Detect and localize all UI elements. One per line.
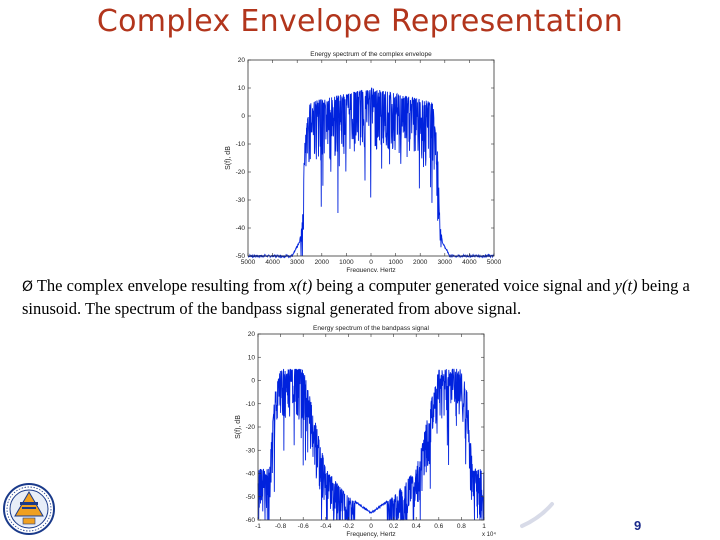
y-tick-label: -20 (236, 169, 246, 176)
y-tick-label: 10 (238, 85, 246, 92)
x-tick-label: -0.8 (275, 523, 287, 530)
x-tick-label: -0.4 (320, 523, 332, 530)
y-tick-label: 20 (238, 57, 246, 64)
x-tick-label: 1 (482, 523, 486, 530)
y-tick-label: 20 (248, 331, 256, 338)
x-tick-label: 0.4 (412, 523, 421, 530)
x-tick-label: 0.2 (389, 523, 398, 530)
caption-y-of-t: y(t) (614, 276, 638, 295)
bullet-arrow-icon: Ø (22, 279, 34, 295)
x-tick-label: 3000 (438, 259, 453, 266)
x-tick-label: 3000 (290, 259, 305, 266)
x-tick-label: 1000 (388, 259, 403, 266)
x-tick-label: 4000 (462, 259, 477, 266)
bandpass-spectrum-chart: Energy spectrum of the bandpass signal 20… (235, 325, 496, 538)
caption-text-3: being a sinusoid. The spectrum of the ba… (22, 276, 690, 318)
x-tick-label: -1 (255, 523, 261, 530)
spectrum-series-line (257, 368, 485, 521)
y-axis-label: S(f), dB (225, 146, 232, 170)
plot-frame (257, 333, 485, 521)
x-axis-label: Frequency, Hertz (346, 267, 395, 272)
caption-text-2: being a computer generated voice signal … (312, 276, 615, 295)
y-tick-label: 0 (241, 113, 245, 120)
slide-title: Complex Envelope Representation (96, 4, 624, 39)
y-tick-label: 10 (248, 354, 256, 361)
x-tick-label: 0 (369, 259, 373, 266)
chart-title: Energy spectrum of the complex envelope (310, 51, 432, 58)
decorative-swoosh (520, 502, 554, 528)
y-tick-label: -60 (246, 517, 256, 524)
y-tick-label: -50 (246, 494, 256, 501)
university-seal-logo (3, 483, 55, 535)
y-tick-label: -20 (246, 424, 256, 431)
x-tick-label: 0.8 (457, 523, 466, 530)
caption-text-1: The complex envelope resulting from (33, 276, 290, 295)
caption-x-of-t: x(t) (289, 276, 313, 295)
y-tick-label: -10 (246, 401, 256, 408)
y-tick-label: -40 (236, 225, 246, 232)
x-tick-label: 0 (369, 523, 373, 530)
x-tick-label: 1000 (339, 259, 354, 266)
x-tick-label: 2000 (413, 259, 428, 266)
y-tick-label: -30 (246, 447, 256, 454)
y-tick-label: -40 (246, 471, 256, 478)
y-tick-label: -30 (236, 197, 246, 204)
x-tick-label: -0.2 (343, 523, 355, 530)
slide-caption: Ø The complex envelope resulting from x(… (22, 275, 712, 320)
complex-envelope-spectrum-chart: Energy spectrum of the complex envelope 2… (225, 51, 502, 272)
y-axis-label: S(f), dB (235, 415, 242, 439)
page-number: 9 (634, 518, 642, 533)
x-tick-label: 5000 (487, 259, 502, 266)
x-tick-label: -0.6 (298, 523, 310, 530)
x-tick-label: 5000 (241, 259, 256, 266)
spectrum-series-line (247, 87, 495, 259)
y-tick-label: -10 (236, 141, 246, 148)
y-tick-label: 0 (251, 378, 255, 385)
x-tick-label: 4000 (265, 259, 280, 266)
chart-title: Energy spectrum of the bandpass signal (313, 325, 430, 332)
x-tick-label: 0.6 (434, 523, 443, 530)
x-axis-multiplier: x 10⁴ (482, 531, 496, 538)
x-axis-label: Frequency, Hertz (346, 531, 395, 538)
y-tick-label: -50 (236, 253, 246, 260)
x-tick-label: 2000 (315, 259, 330, 266)
